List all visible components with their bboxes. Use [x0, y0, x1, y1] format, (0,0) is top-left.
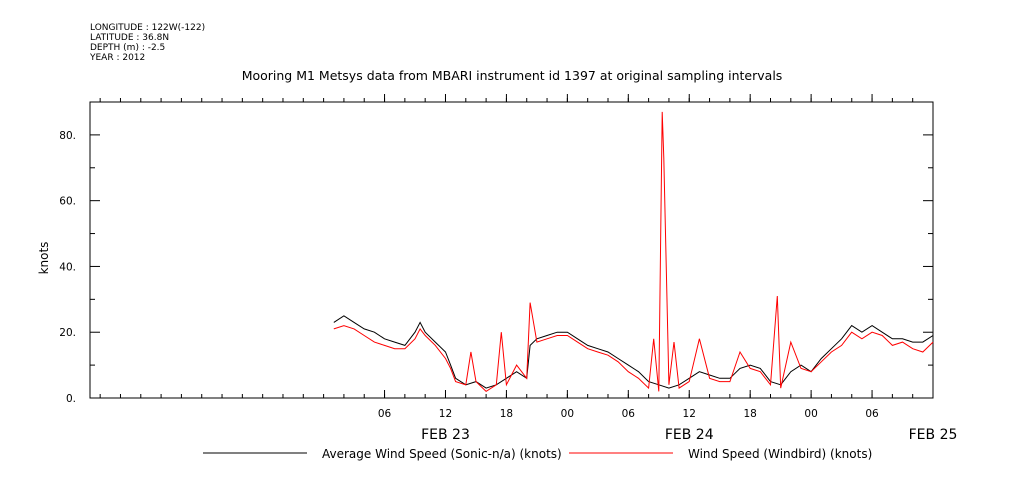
y-tick-label: 20. [59, 327, 76, 339]
series-lines [333, 111, 934, 393]
x-tick-label: 06 [378, 408, 392, 420]
metadata-header: LONGITUDE : 122W(-122) LATITUDE : 36.8N … [89, 23, 205, 63]
y-tick-label: 60. [59, 196, 76, 208]
x-tick-label: 18 [743, 408, 756, 420]
x-tick-label: 12 [439, 408, 452, 420]
chart-title: Mooring M1 Metsys data from MBARI instru… [242, 68, 783, 83]
series-line-windbird-wind-speed [333, 111, 934, 393]
y-tick-label: 0. [66, 393, 76, 405]
legend-entry: Wind Speed (Windbird) (knots) [688, 447, 872, 461]
year-label: YEAR : 2012 [89, 53, 145, 63]
plot-frame [89, 101, 934, 399]
x-tick-label: 06 [622, 408, 636, 420]
axis-ticks: 06 12 18 00 06 12 18 00 06 FEB 23 FEB 24 FEB 25 0. 20… [59, 94, 957, 443]
y-tick-label: 40. [59, 261, 76, 273]
x-tick-label: 00 [561, 408, 574, 420]
y-tick-label: 80. [59, 130, 76, 142]
depth-label: DEPTH (m) : -2.5 [90, 43, 165, 53]
x-tick-label: 18 [500, 408, 513, 420]
y-axis-label: knots [37, 242, 51, 275]
day-label: FEB 24 [665, 427, 714, 443]
x-tick-label: 12 [683, 408, 696, 420]
series-line-average-wind-speed [333, 315, 934, 389]
legend: Average Wind Speed (Sonic-n/a) (knots) Wi… [203, 447, 872, 461]
latitude-label: LATITUDE : 36.8N [90, 33, 169, 43]
x-tick-label: 06 [865, 408, 879, 420]
day-label: FEB 25 [909, 427, 958, 443]
legend-entry: Average Wind Speed (Sonic-n/a) (knots) [322, 447, 562, 461]
x-tick-label: 00 [804, 408, 817, 420]
day-label: FEB 23 [421, 427, 470, 443]
longitude-label: LONGITUDE : 122W(-122) [90, 23, 205, 33]
